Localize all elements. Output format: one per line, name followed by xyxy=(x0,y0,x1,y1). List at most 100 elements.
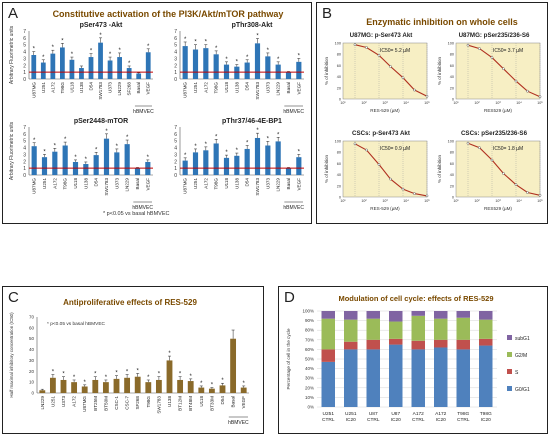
y-tick-label: 60 xyxy=(450,162,454,166)
significance-star: * xyxy=(43,149,46,155)
bar xyxy=(49,377,56,393)
significance-star: * xyxy=(211,383,214,389)
y-tick-label: 30% xyxy=(305,376,314,381)
significance-star: * xyxy=(73,375,76,381)
x-tick-label: U87MG xyxy=(183,178,188,194)
bar xyxy=(52,151,58,175)
stacked-bar-segment xyxy=(366,339,380,350)
x-tick-label: 10⁴ xyxy=(403,199,409,203)
data-point xyxy=(490,56,494,59)
y-tick-label: 100 xyxy=(448,140,454,144)
panel-a-title: Constitutive activation of the PI3K/Akt/… xyxy=(52,9,284,19)
bar xyxy=(103,138,110,175)
significance-star: * xyxy=(42,55,45,61)
x-tick-label: CTRL xyxy=(412,417,425,423)
panel-c-letter: C xyxy=(8,289,19,306)
bar xyxy=(79,68,84,79)
chart-b2: U87MG: pSer235/236-S6 0 20 40 60 80 100 10¹ 10² 1… xyxy=(437,32,543,113)
y-tick-label: 1 xyxy=(23,70,26,76)
bar xyxy=(71,382,78,393)
y-tick-label: 40 xyxy=(337,173,341,177)
y-tick-label: 0 xyxy=(339,98,341,102)
significance-star: * xyxy=(128,61,131,67)
bar xyxy=(41,157,48,175)
x-tick-label: U87MG xyxy=(82,396,87,412)
x-tick-label: U87 xyxy=(391,411,400,417)
stacked-bar-segment xyxy=(411,340,425,350)
data-point xyxy=(365,46,368,49)
y-tick-label: 40 xyxy=(337,75,341,79)
x-tick-label: SF268 xyxy=(127,82,132,96)
bar xyxy=(244,148,250,175)
x-tick-label: 10² xyxy=(361,101,367,105)
bar xyxy=(187,381,194,393)
chart-d: Modulation of cell cycle: effects of RES… xyxy=(286,294,530,423)
significance-star: * xyxy=(99,33,102,39)
x-tick-label: 10² xyxy=(474,101,480,105)
significance-star: * xyxy=(298,149,301,155)
y-tick-label: 2 xyxy=(174,159,177,165)
panel-b: B Enzymatic inhibition on whole cells U8… xyxy=(316,2,548,224)
significance-star: * xyxy=(52,370,55,376)
y-tick-label: 0 xyxy=(23,77,26,83)
x-tick-label: A172 xyxy=(203,178,208,189)
legend-swatch xyxy=(507,369,512,374)
chart-b1: U87MG: p-Ser473 Akt 0 20 40 60 80 100 10¹ 10² 10³… xyxy=(324,32,430,113)
group-label: hBMVEC xyxy=(132,205,153,211)
bar xyxy=(113,378,120,393)
x-tick-label: U373 xyxy=(108,82,113,93)
group-label: hBMVEC xyxy=(133,109,154,115)
y-tick-label: 60 xyxy=(337,162,341,166)
data-point xyxy=(502,172,505,175)
legend-label: G0/G1 xyxy=(515,387,530,393)
data-point xyxy=(365,148,368,152)
stacked-bar-segment xyxy=(344,349,358,407)
significance-star: * xyxy=(277,57,280,63)
data-point xyxy=(413,192,416,195)
bar xyxy=(213,143,219,175)
significance-star: * xyxy=(267,48,270,54)
y-tick-label: 100 xyxy=(335,42,341,46)
y-tick-label: 0 xyxy=(174,77,177,83)
x-tick-label: D54 xyxy=(220,396,225,405)
significance-star: * xyxy=(246,55,249,61)
x-tick-label: U251 xyxy=(345,411,357,417)
data-point xyxy=(425,94,429,98)
bar xyxy=(192,152,199,175)
bar xyxy=(230,338,237,393)
x-tick-label: U251 xyxy=(41,82,46,93)
x-tick-label: U251 xyxy=(193,178,198,189)
bar xyxy=(31,146,37,175)
bar xyxy=(192,49,199,79)
x-tick-label: BT25M xyxy=(93,396,98,411)
chart-title: pThr37/46-4E-BP1 xyxy=(222,118,282,125)
x-tick-label: U373 xyxy=(61,396,66,407)
significance-star: * xyxy=(205,142,208,148)
bar xyxy=(39,390,46,393)
bar xyxy=(254,137,261,175)
bar xyxy=(254,43,261,79)
y-axis-label: Half maximal inhibitory concentration (I… xyxy=(9,312,14,398)
stacked-bar-segment xyxy=(456,311,470,318)
y-tick-label: 7 xyxy=(174,125,177,131)
data-point xyxy=(389,65,392,68)
panel-c: C Antiproliferative effects of RES-529 * … xyxy=(2,286,264,434)
x-tick-label: SF268 xyxy=(135,396,140,410)
x-tick-label: U138 xyxy=(167,396,172,407)
x-tick-label: Basal xyxy=(286,178,291,190)
x-tick-label: CSC-1 xyxy=(114,396,119,410)
stacked-bar-segment xyxy=(434,339,448,348)
y-tick-label: 100% xyxy=(302,309,314,314)
bar xyxy=(92,379,99,393)
stacked-bar-segment xyxy=(366,311,380,319)
bar xyxy=(240,387,247,393)
bar xyxy=(83,164,89,175)
x-tick-label: CTRL xyxy=(322,417,335,423)
x-tick-label: U118 xyxy=(224,82,229,93)
significance-star: * xyxy=(179,372,182,378)
bar xyxy=(134,168,141,175)
y-axis-label: Arbitrary Fluorimetric units xyxy=(9,121,15,180)
data-point xyxy=(526,191,529,194)
chart-title: pSer473 -Akt xyxy=(80,22,123,29)
